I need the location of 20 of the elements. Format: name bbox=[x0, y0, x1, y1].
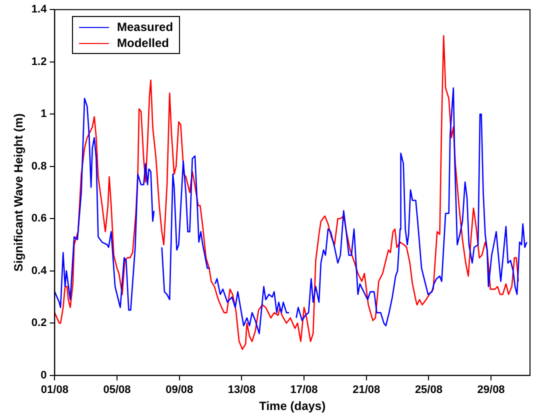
x-axis-title: Time (days) bbox=[259, 399, 326, 414]
x-tick-label: 09/08 bbox=[166, 384, 194, 396]
x-tick-label: 17/08 bbox=[290, 384, 318, 396]
x-tick-label: 05/08 bbox=[103, 384, 131, 396]
y-tick-label: 0.2 bbox=[31, 317, 47, 330]
x-tick-label: 25/08 bbox=[414, 384, 442, 396]
y-tick-label: 0 bbox=[40, 369, 47, 382]
legend-label: Modelled bbox=[117, 36, 170, 50]
y-axis-title: Significant Wave Height (m) bbox=[12, 113, 26, 272]
y-tick-label: 1 bbox=[40, 108, 47, 120]
y-tick-label: 1.4 bbox=[31, 4, 48, 16]
y-tick-label: 0.8 bbox=[31, 160, 47, 172]
x-tick-label: 21/08 bbox=[352, 384, 380, 396]
y-tick-label: 0.6 bbox=[31, 212, 47, 225]
y-tick-label: 0.4 bbox=[31, 264, 48, 277]
x-tick-label: 01/08 bbox=[40, 384, 68, 396]
x-tick-label: 13/08 bbox=[228, 384, 256, 396]
y-tick-label: 1.2 bbox=[31, 56, 47, 68]
legend-label: Measured bbox=[117, 20, 174, 34]
x-tick-label: 29/08 bbox=[477, 384, 505, 396]
